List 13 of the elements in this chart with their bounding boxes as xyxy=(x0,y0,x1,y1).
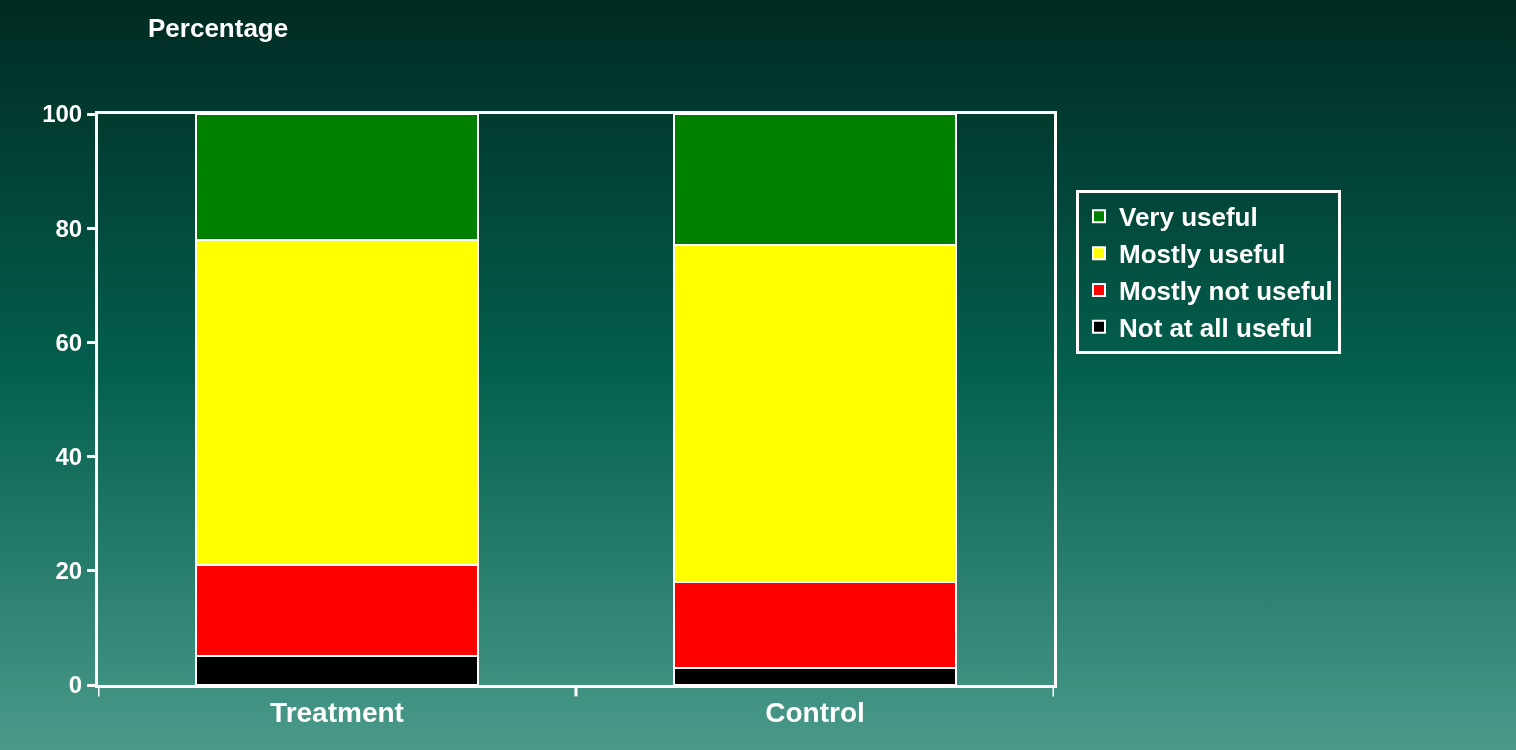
legend-label: Very useful xyxy=(1118,202,1258,233)
legend-label: Mostly not useful xyxy=(1118,276,1333,307)
y-tick-label: 20 xyxy=(55,557,83,585)
y-tick-label: 100 xyxy=(42,100,83,128)
y-tick-label: 80 xyxy=(55,214,83,242)
legend-label: Not at all useful xyxy=(1118,312,1313,343)
x-tick-label: Control xyxy=(765,696,865,728)
x-tick-label: Treatment xyxy=(270,696,404,728)
y-axis-title: Percentage xyxy=(148,13,289,43)
y-tick-label: 60 xyxy=(55,328,83,356)
y-tick-label: 40 xyxy=(55,443,83,470)
y-tick-label: 0 xyxy=(68,671,83,699)
legend-label: Mostly useful xyxy=(1118,239,1286,270)
